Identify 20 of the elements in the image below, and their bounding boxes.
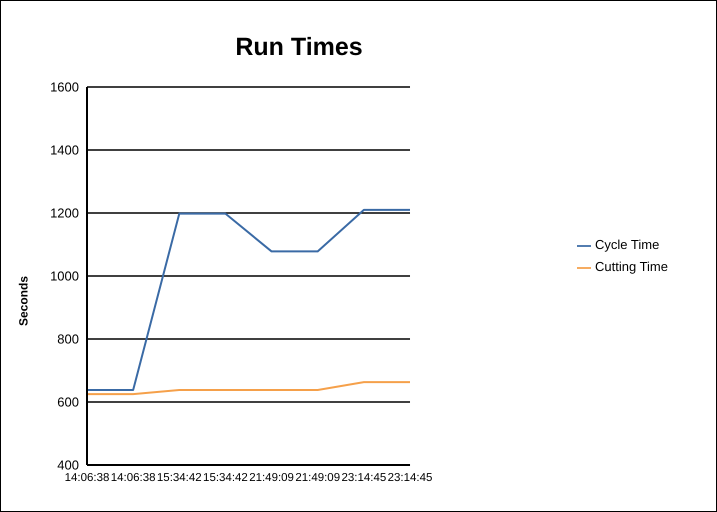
chart-title: Run Times — [234, 33, 364, 62]
y-tick-label: 1000 — [50, 268, 79, 284]
legend-label: Cycle Time — [595, 237, 660, 252]
y-tick-label: 600 — [57, 394, 79, 410]
line-series — [87, 208, 410, 392]
y-tick-label: 400 — [57, 458, 79, 473]
x-tick-label: 21:49:09 — [295, 472, 340, 484]
x-tick-label: 15:34:42 — [203, 472, 248, 484]
y-tick-label: 1600 — [50, 80, 79, 95]
legend-label: Cutting Time — [595, 259, 668, 274]
y-tick-label: 1400 — [50, 142, 79, 158]
x-tick-label: 21:49:09 — [249, 472, 294, 484]
x-tick-label: 14:06:38 — [110, 472, 156, 484]
x-tick-label: 14:06:38 — [64, 472, 110, 484]
y-tick-label: 1200 — [50, 206, 79, 221]
y-axis-title: Seconds — [16, 276, 30, 326]
y-tick-label: 800 — [57, 332, 79, 347]
x-tick-label: 23:14:45 — [341, 472, 386, 484]
x-tick-label: 23:14:45 — [388, 472, 432, 484]
x-tick-label: 15:34:42 — [156, 472, 202, 484]
